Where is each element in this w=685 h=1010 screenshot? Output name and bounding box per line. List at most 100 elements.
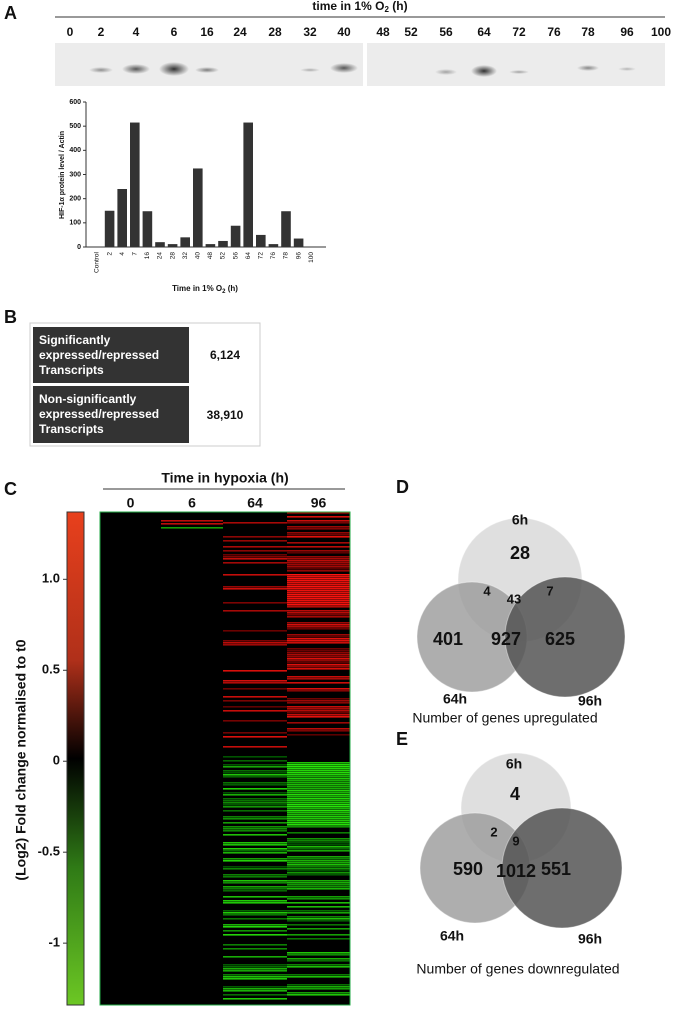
- heatmap-row: [287, 654, 350, 656]
- heatmap-row: [223, 874, 287, 876]
- heatmap-row: [287, 984, 350, 986]
- heatmap-row: [287, 528, 350, 530]
- heatmap-row: [223, 910, 287, 912]
- heatmap-row: [223, 902, 287, 904]
- heatmap-row: [223, 926, 287, 928]
- blot-strip: [55, 43, 363, 86]
- heatmap-row: [287, 786, 350, 788]
- heatmap-row: [223, 770, 287, 772]
- heatmap-row: [223, 948, 287, 950]
- lane-label: 4: [133, 25, 140, 39]
- colorbar-tick-label: -0.5: [38, 844, 60, 859]
- heatmap-row: [287, 562, 350, 564]
- heatmap-row: [287, 988, 350, 990]
- venn-count: 401: [433, 629, 463, 649]
- heatmap-row: [287, 994, 350, 996]
- heatmap-row: [287, 856, 350, 858]
- heatmap-row: [223, 700, 287, 702]
- set-label: 64h: [443, 691, 467, 707]
- heatmap-row: [287, 660, 350, 662]
- bar: [205, 244, 216, 247]
- heatmap-row: [287, 898, 350, 900]
- heatmap-row: [223, 732, 287, 734]
- heatmap-row: [223, 888, 287, 890]
- heatmap-row: [223, 644, 287, 646]
- heatmap-row: [287, 586, 350, 588]
- heatmap-row: [287, 534, 350, 536]
- heatmap-row: [287, 558, 350, 560]
- heatmap-row: [287, 792, 350, 794]
- venn-count: 2: [490, 824, 497, 839]
- heatmap-row: [287, 604, 350, 606]
- heatmap-row: [223, 536, 287, 538]
- heatmap-row: [223, 956, 287, 958]
- heatmap-row: [287, 840, 350, 842]
- panel-label: B: [4, 307, 17, 327]
- bar: [268, 244, 279, 247]
- venn-upregulated: 6h 64h 96h 28 4 43 7 401 927 625 Number of genes u…: [412, 512, 626, 726]
- heatmap-row: [223, 720, 287, 722]
- heatmap-row: [223, 610, 287, 612]
- x-tick-label: 2: [106, 252, 113, 256]
- lane-label: 52: [404, 25, 418, 39]
- bar: [142, 211, 153, 247]
- heatmap-row: [223, 772, 287, 774]
- heatmap-row: [287, 952, 350, 954]
- heatmap-frame: [99, 511, 351, 1006]
- venn-count: 625: [545, 629, 575, 649]
- heatmap-row: [223, 944, 287, 946]
- heatmap-row: [223, 900, 287, 902]
- heatmap-row: [287, 520, 350, 522]
- column-label: 6: [188, 495, 196, 511]
- bar: [293, 238, 304, 247]
- x-tick-label: 40: [195, 252, 202, 260]
- heatmap-row: [223, 830, 287, 832]
- heatmap-row: [287, 676, 350, 678]
- bar: [193, 168, 203, 247]
- heatmap-row: [287, 616, 350, 618]
- colorbar-tick-label: 0.5: [42, 662, 60, 677]
- heatmap-row: [223, 794, 287, 796]
- heatmap-row: [223, 540, 287, 542]
- heatmap-row: [287, 702, 350, 704]
- set-label: 6h: [512, 512, 528, 528]
- heatmap-row: [223, 788, 287, 790]
- heatmap-row: [287, 512, 350, 514]
- heatmap-row: [287, 734, 350, 736]
- heatmap-row: [223, 784, 287, 786]
- venn-caption: Number of genes upregulated: [412, 710, 597, 726]
- heatmap-row: [287, 880, 350, 882]
- heatmap-row: [287, 588, 350, 590]
- heatmap-row: [223, 602, 287, 604]
- heatmap-row: [287, 568, 350, 570]
- lane-label: 72: [512, 25, 526, 39]
- venn-count: 1012: [496, 861, 536, 881]
- colorbar-tick-label: -1: [48, 935, 60, 950]
- heatmap-row: [223, 546, 287, 548]
- heatmap-row: [287, 770, 350, 772]
- heatmap-row: [223, 978, 287, 980]
- heatmap-row: [287, 872, 350, 874]
- y-tick-label: 200: [69, 196, 81, 203]
- heatmap-row: [223, 818, 287, 820]
- lane-label: 6: [171, 25, 178, 39]
- lane-label: 78: [581, 25, 595, 39]
- label-part: Time in 1% O: [172, 284, 222, 293]
- heatmap-row: [287, 886, 350, 888]
- heatmap-row: [287, 666, 350, 668]
- colorbar: [66, 511, 85, 1006]
- heatmap-row: [287, 698, 350, 700]
- heatmap-row: [223, 586, 287, 588]
- lane-label: 76: [547, 25, 561, 39]
- heatmap-row: [287, 714, 350, 716]
- heatmap-row: [287, 790, 350, 792]
- heatmap-row: [287, 614, 350, 616]
- lane-label: 96: [620, 25, 634, 39]
- heatmap-row: [223, 822, 287, 824]
- y-tick-label: 400: [69, 147, 81, 154]
- heatmap-row: [223, 816, 287, 818]
- heatmap-row: [287, 810, 350, 812]
- lane-label: 40: [337, 25, 351, 39]
- lane-label: 24: [233, 25, 247, 39]
